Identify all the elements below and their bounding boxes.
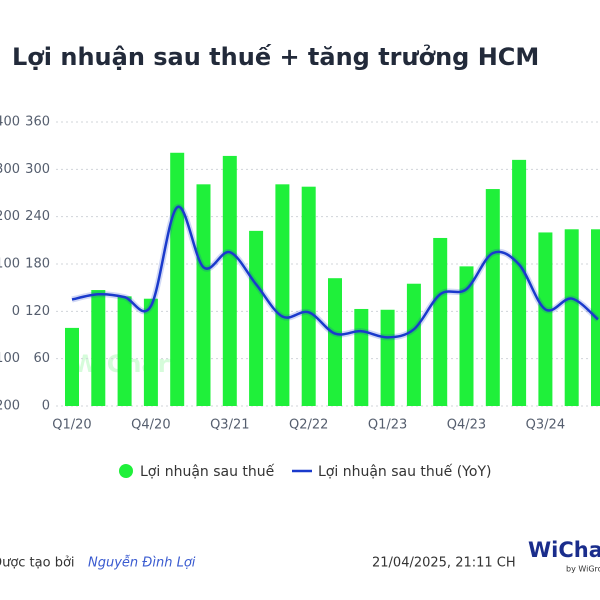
x-tick-label: Q4/20: [131, 418, 170, 433]
y2-tick-label: 100: [0, 257, 20, 272]
y-tick-label: 120: [25, 304, 50, 319]
chart-title: Lợi nhuận sau thuế + tăng trưởng HCM: [12, 43, 539, 71]
legend-label: Lợi nhuận sau thuế (YoY): [318, 463, 491, 480]
line: [71, 205, 599, 339]
bar: [459, 266, 474, 406]
footer-author: Nguyễn Đình Lợi: [88, 556, 196, 571]
y2-tick-label: 200: [0, 209, 20, 224]
y-tick-label: 180: [25, 257, 50, 272]
legend-label: Lợi nhuận sau thuế: [140, 463, 275, 480]
footer-credit: Được tạo bởi: [0, 556, 75, 571]
bar: [143, 298, 158, 406]
logo-sub: by WiGroup: [566, 565, 600, 574]
x-tick-label: Q3/21: [210, 418, 249, 433]
bar: [91, 290, 106, 406]
bar: [406, 283, 421, 406]
y2-tick-label: 300: [0, 162, 20, 177]
y2-tick-label: 0: [12, 304, 20, 319]
legend-swatch: [119, 464, 133, 478]
x-tick-label: Q2/22: [289, 418, 328, 433]
bar: [433, 237, 448, 406]
y-tick-label: 0: [42, 399, 50, 414]
bar: [380, 309, 395, 406]
bar: [564, 229, 579, 406]
bar: [170, 152, 185, 406]
bar: [117, 296, 132, 406]
bar: [328, 278, 342, 406]
bar: [222, 155, 237, 406]
y-tick-label: 360: [25, 115, 50, 130]
bar: [301, 186, 316, 406]
bar: [65, 327, 79, 406]
y2-tick-label: -100: [0, 351, 20, 366]
y-tick-label: 60: [33, 351, 50, 366]
bar: [354, 308, 369, 406]
x-tick-label: Q1/20: [52, 418, 91, 433]
bar: [512, 159, 527, 406]
x-tick-label: Q3/24: [526, 418, 565, 433]
y-tick-label: 300: [25, 162, 50, 177]
x-tick-label: Q1/23: [368, 418, 407, 433]
logo: WiChart: [528, 538, 600, 562]
y2-tick-label: 400: [0, 115, 20, 130]
bar: [538, 232, 553, 406]
x-tick-label: Q4/23: [447, 418, 486, 433]
bar: [249, 230, 264, 406]
footer-date: 21/04/2025, 21:11 CH: [372, 556, 516, 571]
y-tick-label: 240: [25, 209, 50, 224]
bar: [196, 184, 211, 406]
y2-tick-label: -200: [0, 399, 20, 414]
bar: [275, 184, 290, 406]
bar: [485, 189, 500, 406]
